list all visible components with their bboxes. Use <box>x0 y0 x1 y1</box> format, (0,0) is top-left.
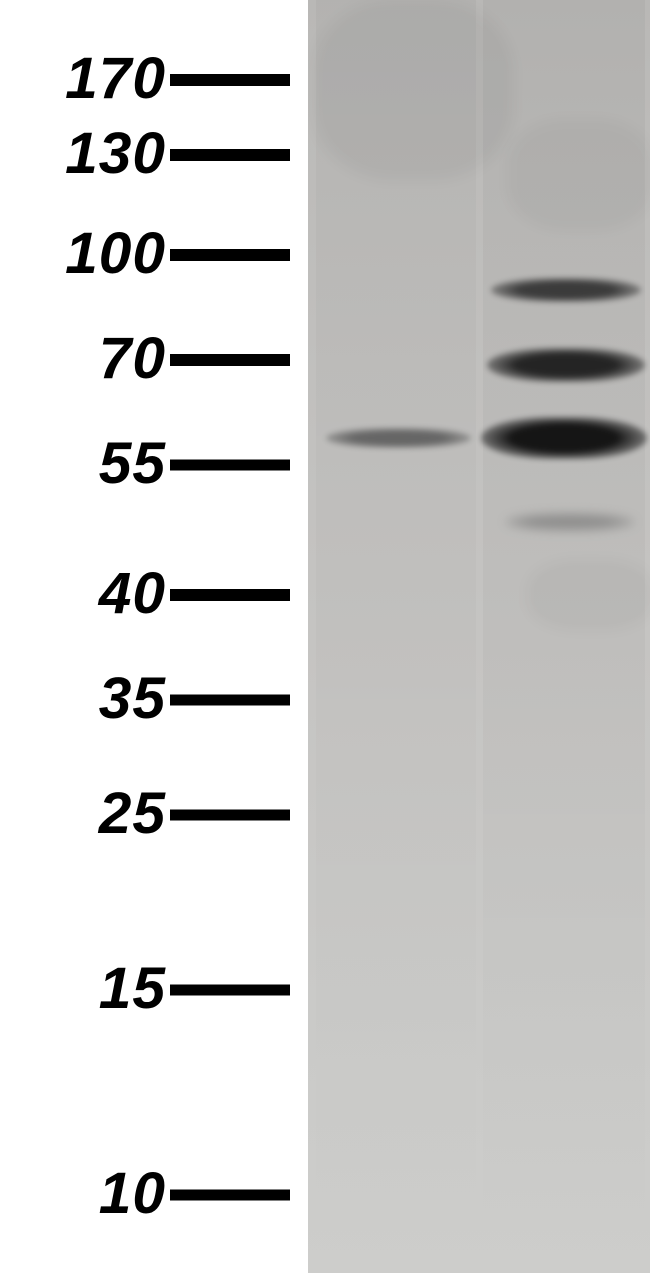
marker-tick <box>170 354 290 366</box>
marker-label: 70 <box>99 325 166 392</box>
marker-label: 25 <box>99 780 166 847</box>
blot-smudge <box>528 560 650 630</box>
marker-label: 100 <box>65 220 166 287</box>
marker-row: 15 <box>0 960 308 1020</box>
marker-row: 35 <box>0 670 308 730</box>
marker-row: 100 <box>0 225 308 285</box>
western-blot-figure: 170 130 100 70 55 40 35 25 15 10 <box>0 0 650 1273</box>
marker-label: 40 <box>99 560 166 627</box>
marker-tick <box>170 460 290 471</box>
marker-row: 130 <box>0 125 308 185</box>
protein-band <box>505 513 635 531</box>
marker-tick <box>170 249 290 261</box>
protein-band <box>487 348 645 382</box>
marker-label: 15 <box>99 955 166 1022</box>
blot-membrane <box>308 0 650 1273</box>
marker-label: 170 <box>65 45 166 112</box>
molecular-weight-ladder: 170 130 100 70 55 40 35 25 15 10 <box>0 0 308 1273</box>
protein-band <box>491 278 641 302</box>
protein-band <box>481 417 647 459</box>
marker-tick <box>170 74 290 86</box>
blot-smudge <box>313 0 513 180</box>
marker-row: 25 <box>0 785 308 845</box>
blot-smudge <box>508 120 650 230</box>
marker-tick <box>170 589 290 601</box>
marker-tick <box>170 810 290 821</box>
marker-label: 10 <box>99 1160 166 1227</box>
marker-label: 35 <box>99 665 166 732</box>
marker-row: 40 <box>0 565 308 625</box>
marker-tick <box>170 695 290 706</box>
marker-tick <box>170 985 290 996</box>
marker-label: 130 <box>65 120 166 187</box>
marker-tick <box>170 149 290 161</box>
marker-row: 170 <box>0 50 308 110</box>
marker-tick <box>170 1190 290 1201</box>
protein-band <box>326 428 471 448</box>
marker-label: 55 <box>99 430 166 497</box>
lane-shadow <box>316 0 476 1273</box>
marker-row: 10 <box>0 1165 308 1225</box>
marker-row: 55 <box>0 435 308 495</box>
marker-row: 70 <box>0 330 308 390</box>
